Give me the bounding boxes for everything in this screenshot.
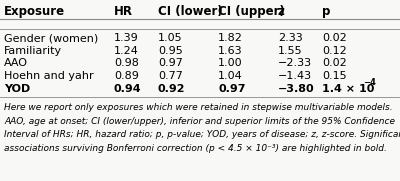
Text: 0.97: 0.97 — [218, 84, 246, 94]
Text: Exposure: Exposure — [4, 5, 65, 18]
Text: 2.33: 2.33 — [278, 33, 303, 43]
Text: HR: HR — [114, 5, 133, 18]
Text: CI (upper): CI (upper) — [218, 5, 285, 18]
Text: 1.04: 1.04 — [218, 71, 243, 81]
Text: 0.15: 0.15 — [322, 71, 347, 81]
Text: 1.05: 1.05 — [158, 33, 183, 43]
Text: 1.55: 1.55 — [278, 46, 303, 56]
Text: 1.4 × 10: 1.4 × 10 — [322, 84, 374, 94]
Text: Familiarity: Familiarity — [4, 46, 62, 56]
Text: 0.02: 0.02 — [322, 33, 347, 43]
Text: 0.02: 0.02 — [322, 58, 347, 68]
Text: AAO: AAO — [4, 58, 28, 68]
Text: 1.39: 1.39 — [114, 33, 139, 43]
Text: CI (lower): CI (lower) — [158, 5, 223, 18]
Text: 0.92: 0.92 — [158, 84, 186, 94]
Text: 1.00: 1.00 — [218, 58, 243, 68]
Text: 0.95: 0.95 — [158, 46, 183, 56]
Text: 0.97: 0.97 — [158, 58, 183, 68]
Text: Gender (women): Gender (women) — [4, 33, 98, 43]
Text: 0.98: 0.98 — [114, 58, 139, 68]
Text: associations surviving Bonferroni correction (p < 4.5 × 10⁻³) are highlighted in: associations surviving Bonferroni correc… — [4, 144, 387, 153]
Text: 0.94: 0.94 — [114, 84, 142, 94]
Text: 1.24: 1.24 — [114, 46, 139, 56]
Text: 0.77: 0.77 — [158, 71, 183, 81]
Text: Hoehn and yahr: Hoehn and yahr — [4, 71, 94, 81]
Text: Interval of HRs; HR, hazard ratio; p, p-value; YOD, years of disease; z, z-score: Interval of HRs; HR, hazard ratio; p, p-… — [4, 130, 400, 139]
Text: YOD: YOD — [4, 84, 30, 94]
Text: 0.89: 0.89 — [114, 71, 139, 81]
Text: Here we report only exposures which were retained in stepwise multivariable mode: Here we report only exposures which were… — [4, 103, 393, 112]
Text: p: p — [322, 5, 330, 18]
Text: 1.63: 1.63 — [218, 46, 243, 56]
Text: −1.43: −1.43 — [278, 71, 312, 81]
Text: −2.33: −2.33 — [278, 58, 312, 68]
Text: −3.80: −3.80 — [278, 84, 315, 94]
Text: 1.82: 1.82 — [218, 33, 243, 43]
Text: −4: −4 — [363, 78, 376, 87]
Text: z: z — [278, 5, 285, 18]
Text: 0.12: 0.12 — [322, 46, 347, 56]
Text: AAO, age at onset; CI (lower/upper), inferior and superior limits of the 95% Con: AAO, age at onset; CI (lower/upper), inf… — [4, 117, 395, 126]
